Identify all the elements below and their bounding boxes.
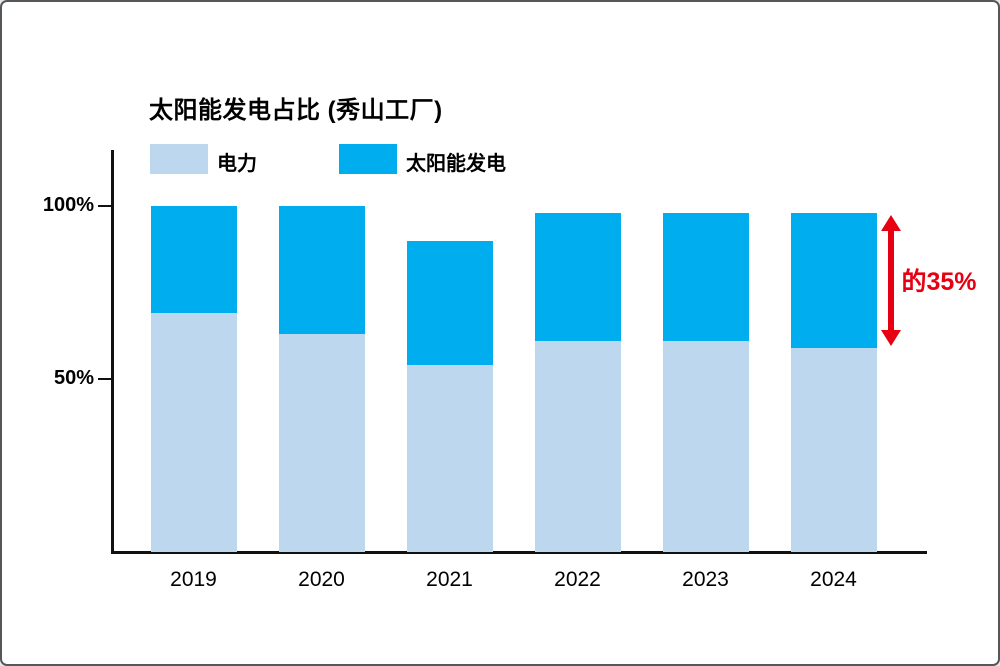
legend-swatch-electricity-icon: [150, 144, 208, 174]
y-tick-mark-100: [98, 205, 112, 207]
bar-segment-电力-2022: [534, 340, 621, 552]
bar-segment-电力-2023: [662, 340, 749, 552]
bar-segment-太阳能发电-2022: [534, 212, 621, 341]
bar-segment-电力-2021: [406, 365, 493, 552]
arrow-shaft: [887, 227, 894, 333]
bar-segment-电力-2024: [790, 347, 877, 552]
annotation-label: 的35%: [901, 268, 977, 297]
chart-title: 太阳能发电占比 (秀山工厂): [149, 97, 443, 124]
y-axis-line: [111, 150, 114, 554]
arrow-head-down-icon: [880, 329, 901, 346]
arrow-head-up-icon: [880, 214, 901, 231]
y-tick-label-50: 50%: [53, 367, 94, 389]
bar-segment-太阳能发电-2021: [406, 240, 493, 366]
x-label-2023: 2023: [682, 568, 729, 591]
x-label-2019: 2019: [170, 568, 217, 591]
bar-segment-太阳能发电-2020: [278, 206, 365, 335]
x-label-2021: 2021: [426, 568, 473, 591]
y-tick-mark-50: [98, 378, 112, 380]
bar-segment-电力-2019: [150, 313, 237, 552]
x-label-2022: 2022: [554, 568, 601, 591]
bar-segment-电力-2020: [278, 334, 365, 552]
legend-swatch-solar-icon: [339, 144, 397, 174]
y-tick-label-100: 100%: [42, 194, 94, 216]
x-label-2020: 2020: [298, 568, 345, 591]
x-axis-line: [111, 551, 927, 554]
bar-segment-太阳能发电-2019: [150, 206, 237, 314]
x-label-2024: 2024: [810, 568, 857, 591]
bar-segment-太阳能发电-2024: [790, 212, 877, 348]
legend-label-electricity: 电力: [217, 153, 257, 175]
legend-label-solar: 太阳能发电: [406, 153, 506, 175]
bar-segment-太阳能发电-2023: [662, 212, 749, 341]
double-arrow-icon: [880, 214, 901, 346]
